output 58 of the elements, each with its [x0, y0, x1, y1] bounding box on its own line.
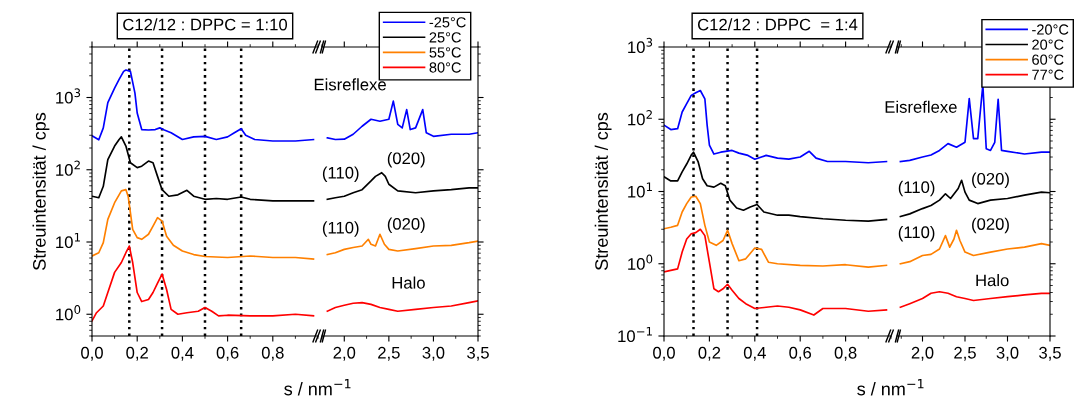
y-tick-label: 10$^{0}$ [628, 254, 653, 270]
x-tick-label: 3,5 [1039, 346, 1061, 361]
y-tick-label: 10$^{1}$ [56, 233, 80, 249]
annotation: (110) [898, 225, 935, 242]
chart-title: C12/12 : DPPC = 1:10 [123, 18, 288, 31]
x-tick-label: 2,0 [333, 346, 356, 361]
x-tick-label: 2,5 [954, 346, 976, 361]
annotation: Eisreflexe [314, 78, 386, 91]
annotation: Halo [976, 274, 1009, 287]
x-tick-label: 0,0 [81, 346, 103, 361]
x-tick-label: 0,6 [789, 346, 812, 361]
line-series [664, 228, 888, 316]
legend-label: 77°C [1032, 69, 1064, 80]
y-axis-title: Streuintensität / cps [594, 112, 612, 270]
x-tick-label: 0,4 [743, 346, 766, 361]
x-axis-title: s / nm$^{−1}$ [857, 379, 924, 396]
line-series [92, 69, 315, 142]
x-tick-label: 3,0 [996, 346, 1019, 361]
line-series [664, 195, 888, 268]
annotation: Halo [392, 276, 425, 289]
chart-title: C12/12 : DPPC = 1:4 [697, 18, 858, 31]
y-tick-label: 10$^{2}$ [628, 110, 652, 126]
y-tick-label: 10$^{0}$ [56, 305, 81, 321]
x-axis-title: s / nm$^{−1}$ [284, 379, 351, 396]
legend-label: 60°C [1032, 54, 1064, 65]
legend-label: 20°C [1032, 39, 1064, 50]
x-tick-label: 0,8 [834, 346, 857, 361]
x-tick-label: 3,5 [467, 346, 489, 361]
legend-label: 25°C [429, 32, 461, 43]
x-tick-label: 3,0 [422, 346, 445, 361]
annotation: Eisreflexe [885, 100, 957, 113]
legend-label: 80°C [429, 62, 461, 73]
y-tick-label: 10$^{2}$ [56, 160, 80, 176]
annotation: (110) [322, 221, 359, 237]
y-tick-label: 10$^{1}$ [628, 182, 652, 198]
annotation: (020) [387, 217, 425, 234]
x-tick-label: 0,2 [698, 346, 721, 361]
legend-label: -20°C [1032, 24, 1069, 35]
annotation: (020) [972, 217, 1009, 234]
annotation: (110) [898, 180, 935, 197]
x-tick-label: 2,0 [911, 346, 934, 361]
annotation: (110) [322, 166, 359, 182]
y-tick-label: 10$^{−1}$ [618, 327, 652, 343]
x-tick-label: 2,5 [378, 346, 400, 361]
x-tick-label: 0,2 [126, 346, 148, 361]
legend-label: -25°C [429, 17, 466, 28]
x-tick-label: 0,4 [171, 346, 194, 361]
y-tick-label: 10$^{3}$ [56, 88, 81, 104]
y-axis-title: Streuintensität / cps [32, 112, 50, 270]
x-tick-label: 0,8 [261, 346, 284, 361]
y-tick-label: 10$^{3}$ [628, 37, 653, 54]
x-tick-label: 0,6 [216, 346, 239, 361]
annotation: (020) [387, 151, 425, 168]
line-series [92, 245, 315, 322]
x-tick-label: 0,0 [653, 346, 675, 361]
line-series [92, 188, 315, 260]
legend-label: 55°C [429, 47, 461, 58]
annotation: (020) [972, 172, 1009, 188]
